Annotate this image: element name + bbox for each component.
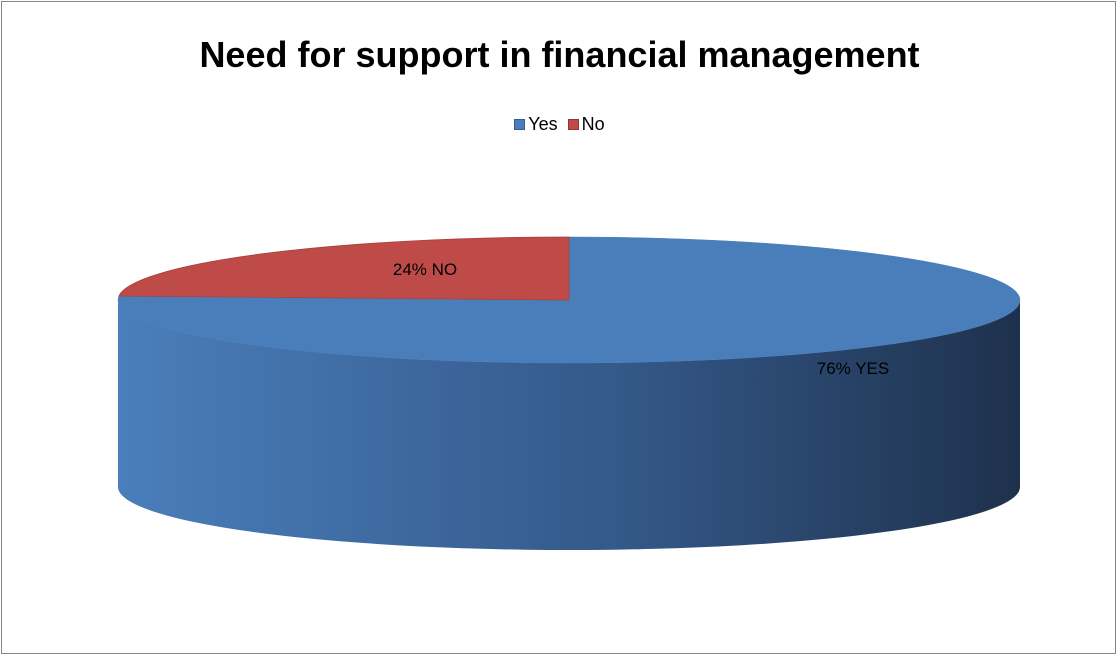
pie-slice-no [118,236,570,301]
data-label-yes: 76% YES [817,359,889,378]
legend-swatch-no [567,119,579,130]
data-label-no: 24% NO [393,260,457,279]
legend-label-yes: Yes [528,114,558,134]
legend-swatch-yes [514,119,526,130]
pie-side-yes [118,300,1020,550]
legend-entry-yes: Yes [514,114,558,135]
legend: Yes No [2,114,1117,135]
chart-title: Need for support in financial management [199,34,920,75]
legend-entry-no: No [567,114,605,135]
legend-label-no: No [581,114,605,134]
